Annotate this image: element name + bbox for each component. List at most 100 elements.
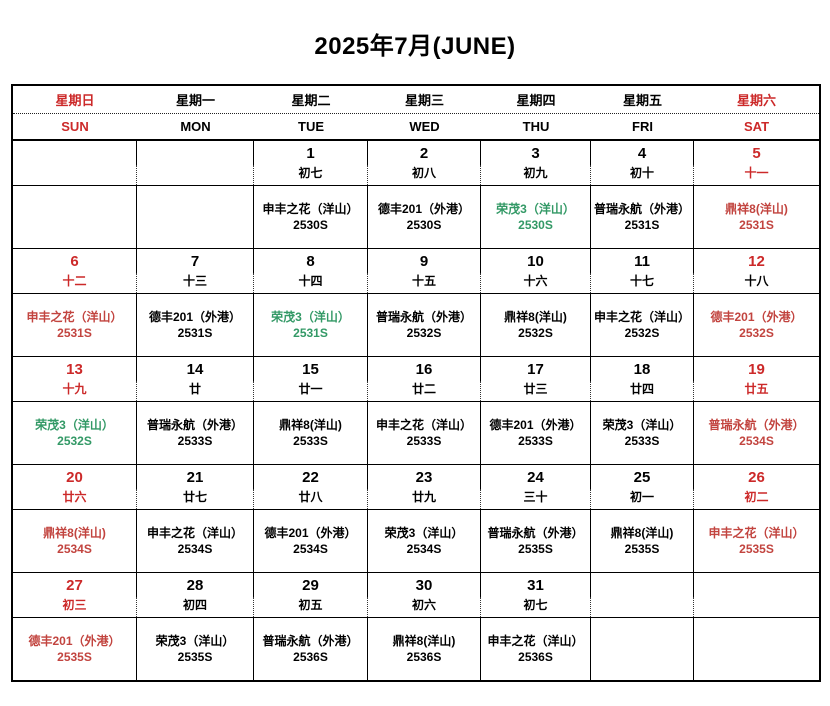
lunar-date: 十九 <box>13 381 137 401</box>
lunar-date: 廿五 <box>744 382 769 396</box>
weekday-header-en: SUN <box>61 119 89 134</box>
ship-name: 德丰201（外港） <box>489 418 582 432</box>
weekday-header-row-cn: 星期日 星期一 星期二 星期三 星期四 星期五 星期六 <box>13 86 819 114</box>
ship-name: 德丰201（外港） <box>148 310 242 324</box>
voyage-number: 2535S <box>177 650 213 664</box>
date-row: 20 廿六 21 廿七 22 廿八 23 廿九 24 三十 25 初一 26 初二 <box>13 465 819 510</box>
voyage-number: 2530S <box>293 218 328 232</box>
date-number: 15 <box>254 357 368 381</box>
lunar-date: 廿六 <box>13 489 137 509</box>
voyage-number: 2535S <box>739 542 774 556</box>
day-cell: 25 初一 <box>591 465 694 509</box>
date-row: 6 十二 7 十三 8 十四 9 十五 10 十六 11 十七 12 十八 <box>13 249 819 294</box>
voyage-number: 2533S <box>293 434 328 448</box>
lunar-date: 廿八 <box>254 489 368 509</box>
date-number <box>137 141 254 165</box>
lunar-date: 初九 <box>481 165 591 185</box>
event-cell: 荣茂3（洋山） 2534S <box>368 510 481 572</box>
ship-name: 荣茂3（洋山） <box>602 418 682 432</box>
page-title: 2025年7月(JUNE) <box>314 33 516 60</box>
event-cell: 申丰之花（洋山） 2534S <box>137 510 254 572</box>
day-cell: 6 十二 <box>13 249 137 293</box>
day-cell: 12 十八 <box>694 249 819 293</box>
day-cell <box>694 573 819 617</box>
date-number: 17 <box>481 357 591 381</box>
day-cell: 9 十五 <box>368 249 481 293</box>
voyage-number: 2531S <box>624 218 660 232</box>
date-number: 29 <box>254 573 368 597</box>
date-number: 22 <box>254 465 368 489</box>
event-cell: 鼎祥8(洋山) 2531S <box>694 186 819 248</box>
ship-name: 申丰之花（洋山） <box>375 418 472 432</box>
event-cell: 普瑞永航（外港） 2532S <box>368 294 481 356</box>
date-number: 23 <box>368 465 481 489</box>
day-cell: 13 十九 <box>13 357 137 401</box>
ship-name: 鼎祥8(洋山) <box>610 526 674 540</box>
lunar-date: 廿 <box>137 381 254 401</box>
voyage-number: 2534S <box>57 542 92 556</box>
date-number: 16 <box>368 357 481 381</box>
ship-name: 鼎祥8(洋山) <box>504 310 567 324</box>
day-cell: 31 初七 <box>481 573 591 617</box>
date-number: 8 <box>254 249 368 273</box>
voyage-number: 2532S <box>518 326 553 340</box>
date-number <box>13 141 137 165</box>
date-row: 1 初七 2 初八 3 初九 4 初十 5 十一 <box>13 141 819 186</box>
ship-name: 申丰之花（洋山） <box>708 526 805 540</box>
ship-name: 鼎祥8(洋山) <box>725 202 788 216</box>
lunar-date: 廿一 <box>254 381 368 401</box>
ship-name: 普瑞永航（外港） <box>262 634 359 648</box>
event-row: 申丰之花（洋山） 2531S 德丰201（外港） 2531S 荣茂3（洋山） 2531S 普… <box>13 294 819 357</box>
ship-name: 荣茂3（洋山） <box>384 526 464 540</box>
weekday-header-en: FRI <box>632 119 653 134</box>
ship-name: 普瑞永航（外港） <box>594 202 691 216</box>
day-cell: 28 初四 <box>137 573 254 617</box>
lunar-date: 廿二 <box>368 381 481 401</box>
event-cell: 普瑞永航（外港） 2536S <box>254 618 368 680</box>
ship-name: 德丰201（外港） <box>377 202 471 216</box>
weekday-header-en: MON <box>180 119 211 134</box>
day-cell: 4 初十 <box>591 141 694 185</box>
ship-name: 普瑞永航（外港） <box>146 418 243 432</box>
ship-name: 普瑞永航（外港） <box>487 526 584 540</box>
lunar-date: 十三 <box>137 273 254 293</box>
event-cell <box>591 618 694 680</box>
ship-name: 鼎祥8(洋山) <box>392 634 456 648</box>
weekday-header-en: THU <box>522 119 550 134</box>
event-row: 申丰之花（洋山） 2530S 德丰201（外港） 2530S 荣茂3（洋山） 2530S 普… <box>13 186 819 249</box>
voyage-number: 2533S <box>518 434 553 448</box>
date-row: 13 十九 14 廿 15 廿一 16 廿二 17 廿三 18 廿四 19 廿五 <box>13 357 819 402</box>
event-cell: 申丰之花（洋山） 2532S <box>591 294 694 356</box>
date-number: 13 <box>13 357 137 381</box>
day-cell: 16 廿二 <box>368 357 481 401</box>
date-number <box>694 573 819 597</box>
voyage-number: 2534S <box>406 542 442 556</box>
voyage-number: 2534S <box>177 542 213 556</box>
event-cell: 荣茂3（洋山） 2531S <box>254 294 368 356</box>
weekday-header-cn: 星期一 <box>175 93 215 108</box>
date-number: 12 <box>748 253 765 270</box>
voyage-number: 2534S <box>739 434 774 448</box>
lunar-date: 初八 <box>368 165 481 185</box>
voyage-number: 2533S <box>624 434 660 448</box>
date-number: 25 <box>591 465 694 489</box>
weekday-header-cn: 星期五 <box>622 93 662 108</box>
weekday-header-cn: 星期六 <box>736 93 776 108</box>
event-cell: 德丰201（外港） 2532S <box>694 294 819 356</box>
date-number: 18 <box>591 357 694 381</box>
day-cell: 29 初五 <box>254 573 368 617</box>
ship-name: 申丰之花（洋山） <box>594 310 691 324</box>
calendar-week: 27 初三 28 初四 29 初五 30 初六 31 初七 德丰201（外港） 2535S 荣茂3（洋山… <box>13 573 819 680</box>
date-number: 5 <box>752 145 761 162</box>
event-cell: 德丰201（外港） 2533S <box>481 402 591 464</box>
lunar-date <box>591 597 694 617</box>
lunar-date: 初二 <box>744 490 769 504</box>
ship-name: 德丰201（外港） <box>28 634 121 648</box>
date-number: 3 <box>481 141 591 165</box>
lunar-date: 初五 <box>254 597 368 617</box>
calendar-week: 6 十二 7 十三 8 十四 9 十五 10 十六 11 十七 12 十八 申丰之花（洋山） 2531S 德丰2… <box>13 249 819 357</box>
day-cell: 11 十七 <box>591 249 694 293</box>
day-cell <box>591 573 694 617</box>
lunar-date: 十八 <box>744 274 769 288</box>
lunar-date: 初六 <box>368 597 481 617</box>
